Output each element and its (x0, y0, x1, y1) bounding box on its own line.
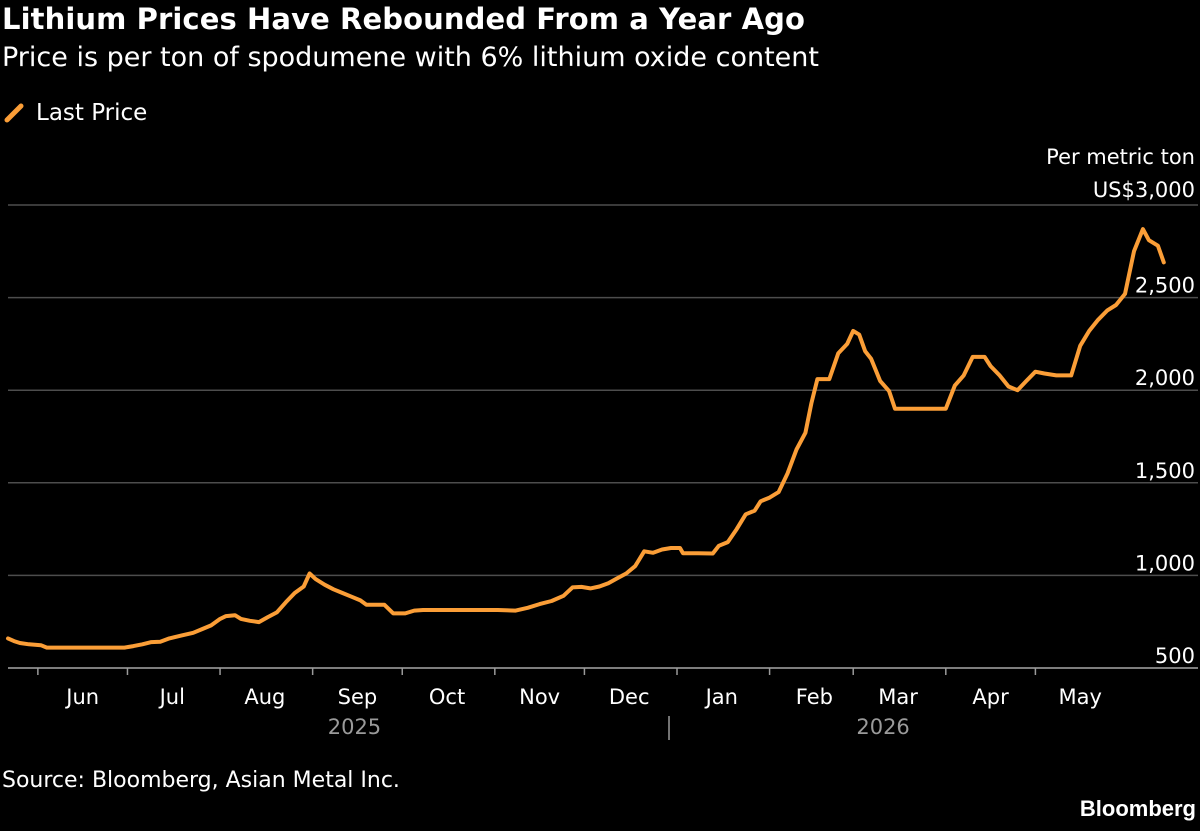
y-axis-unit-label: Per metric ton (1046, 145, 1195, 169)
x-tick-label: Aug (244, 685, 285, 709)
y-tick-label: 2,000 (1135, 366, 1195, 390)
x-tick-label: Jul (158, 685, 185, 709)
x-tick-label: Apr (972, 685, 1009, 709)
chart-title: Lithium Prices Have Rebounded From a Yea… (2, 2, 806, 36)
legend-label: Last Price (36, 100, 148, 126)
x-tick-label: Oct (429, 685, 465, 709)
y-tick-label: 1,000 (1135, 551, 1195, 575)
y-axis-ticks: 500 1,000 1,500 2,000 2,500 US$3,000 (1093, 178, 1195, 668)
x-tick-label: Nov (519, 685, 560, 709)
y-axis-units: Per metric ton (1046, 143, 1195, 172)
y-tick-label: 1,500 (1135, 459, 1195, 483)
series-line-last-price (6, 227, 1166, 650)
legend: Last Price (4, 98, 147, 128)
x-tick-label: Feb (796, 685, 833, 709)
series-group (6, 227, 1166, 650)
gridlines (8, 204, 1198, 669)
year-labels: 2025 2026 (328, 715, 910, 740)
y-tick-label: 2,500 (1135, 274, 1195, 298)
bloomberg-logo: Bloomberg (1079, 796, 1196, 821)
y-tick-label: US$3,000 (1093, 178, 1195, 202)
x-axis-ticks: Jun Jul Aug Sep Oct Nov Dec Jan Feb Mar Apr May (37, 668, 1102, 709)
source-note: Source: Bloomberg, Asian Metal Inc. (2, 768, 400, 793)
x-tick-label: Sep (338, 685, 378, 709)
y-tick-label: 500 (1155, 644, 1195, 668)
x-tick-label: Dec (609, 685, 650, 709)
legend-line-swatch-icon (4, 103, 24, 123)
x-tick-label: Jan (704, 685, 738, 709)
year-label: 2026 (856, 715, 909, 739)
chart-subtitle: Price is per ton of spodumene with 6% li… (2, 42, 819, 73)
x-tick-label: Mar (878, 685, 918, 709)
year-label: 2025 (328, 715, 381, 739)
x-tick-label: Jun (64, 685, 99, 709)
x-tick-label: May (1058, 685, 1101, 709)
